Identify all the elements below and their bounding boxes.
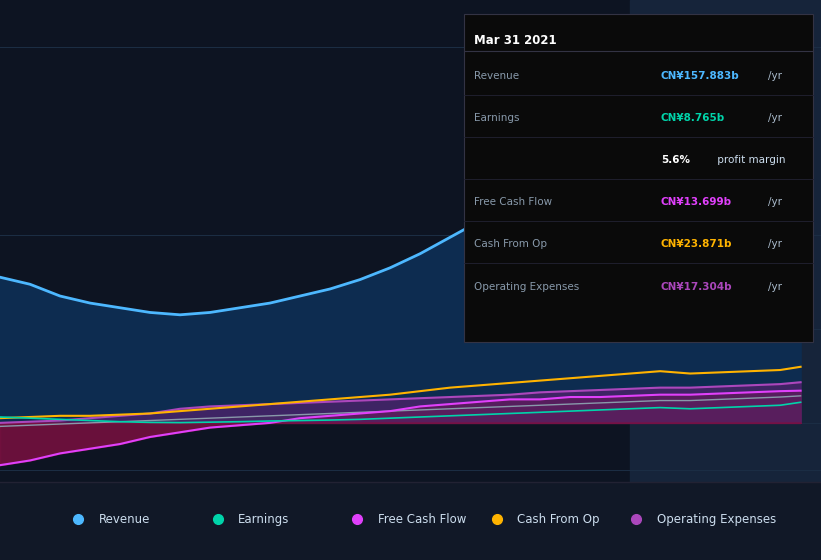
Text: 5.6%: 5.6% xyxy=(661,155,690,165)
Bar xyxy=(631,0,821,482)
Text: Mar 31 2021: Mar 31 2021 xyxy=(474,34,557,46)
Text: Revenue: Revenue xyxy=(99,513,150,526)
Text: Revenue: Revenue xyxy=(474,71,519,81)
Text: CN¥17.304b: CN¥17.304b xyxy=(661,282,732,292)
Text: /yr: /yr xyxy=(768,113,782,123)
FancyBboxPatch shape xyxy=(464,15,813,342)
Text: CN¥157.883b: CN¥157.883b xyxy=(661,71,740,81)
Text: /yr: /yr xyxy=(768,282,782,292)
Text: Operating Expenses: Operating Expenses xyxy=(474,282,579,292)
Text: Earnings: Earnings xyxy=(238,513,290,526)
Text: Cash From Op: Cash From Op xyxy=(474,240,547,249)
Text: CN¥13.699b: CN¥13.699b xyxy=(661,197,732,207)
Text: Free Cash Flow: Free Cash Flow xyxy=(378,513,466,526)
Text: Free Cash Flow: Free Cash Flow xyxy=(474,197,552,207)
Text: /yr: /yr xyxy=(768,240,782,249)
Text: Earnings: Earnings xyxy=(474,113,519,123)
Text: CN¥8.765b: CN¥8.765b xyxy=(661,113,725,123)
Text: CN¥23.871b: CN¥23.871b xyxy=(661,240,732,249)
Text: Cash From Op: Cash From Op xyxy=(517,513,599,526)
Text: /yr: /yr xyxy=(768,71,782,81)
Text: Operating Expenses: Operating Expenses xyxy=(657,513,776,526)
Text: /yr: /yr xyxy=(768,197,782,207)
Text: profit margin: profit margin xyxy=(714,155,786,165)
